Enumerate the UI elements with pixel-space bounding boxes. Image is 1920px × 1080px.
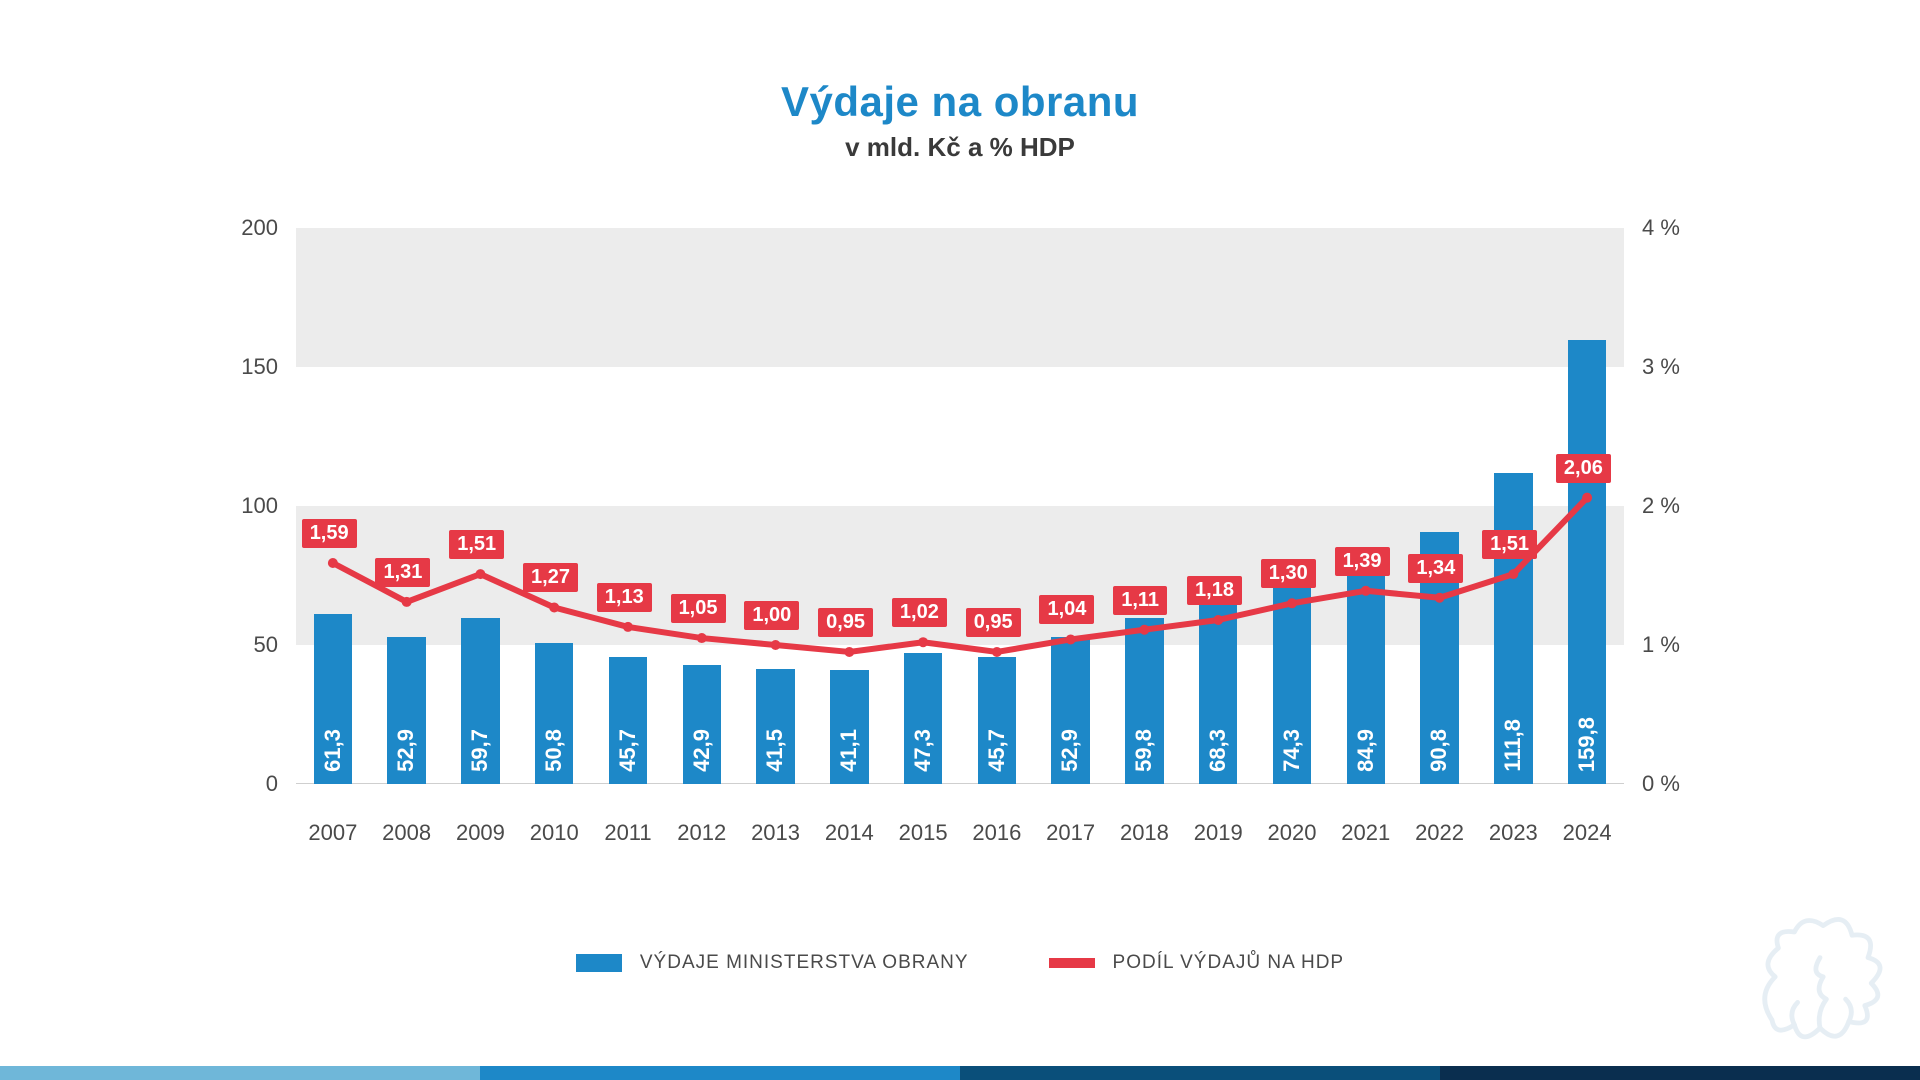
line-value-label: 1,39 (1335, 547, 1390, 576)
line-value-label: 1,30 (1261, 559, 1316, 588)
y-right-tick: 4 % (1642, 215, 1722, 241)
line-value-label: 1,31 (375, 558, 430, 587)
x-category-label: 2013 (739, 820, 813, 846)
x-category-label: 2007 (296, 820, 370, 846)
x-category-label: 2019 (1181, 820, 1255, 846)
x-category-label: 2009 (444, 820, 518, 846)
y-right-tick: 1 % (1642, 632, 1722, 658)
legend-swatch (1049, 958, 1095, 968)
x-category-label: 2024 (1550, 820, 1624, 846)
y-left-tick: 150 (208, 354, 278, 380)
line-value-label: 1,05 (671, 594, 726, 623)
y-right-tick: 3 % (1642, 354, 1722, 380)
line-value-label: 1,13 (597, 583, 652, 612)
footer-stripe (0, 1066, 1920, 1080)
legend-item: VÝDAJE MINISTERSTVA OBRANY (576, 952, 969, 974)
watermark-lion-icon (1740, 900, 1900, 1060)
x-category-label: 2016 (960, 820, 1034, 846)
line-value-label: 1,27 (523, 563, 578, 592)
x-category-label: 2010 (517, 820, 591, 846)
x-category-label: 2011 (591, 820, 665, 846)
chart-area: 0501001502000 %1 %2 %3 %4 %2007200820092… (296, 228, 1624, 784)
legend-swatch (576, 954, 622, 972)
x-category-label: 2018 (1108, 820, 1182, 846)
chart-subtitle: v mld. Kč a % HDP (0, 132, 1920, 163)
line-value-label: 1,02 (892, 598, 947, 627)
footer-stripe-segment (480, 1066, 960, 1080)
y-right-tick: 2 % (1642, 493, 1722, 519)
y-left-tick: 100 (208, 493, 278, 519)
plot-area: 0501001502000 %1 %2 %3 %4 %2007200820092… (296, 228, 1624, 784)
x-category-label: 2023 (1476, 820, 1550, 846)
legend-item: PODÍL VÝDAJŮ NA HDP (1049, 952, 1345, 974)
line-series (296, 228, 1624, 784)
y-right-tick: 0 % (1642, 771, 1722, 797)
line-value-label: 0,95 (818, 608, 873, 637)
x-category-label: 2020 (1255, 820, 1329, 846)
line-value-label: 1,59 (302, 519, 357, 548)
line-value-label: 2,06 (1556, 454, 1611, 483)
legend-label: VÝDAJE MINISTERSTVA OBRANY (640, 952, 969, 974)
line-value-label: 1,18 (1187, 576, 1242, 605)
legend: VÝDAJE MINISTERSTVA OBRANY PODÍL VÝDAJŮ N… (0, 952, 1920, 974)
legend-label: PODÍL VÝDAJŮ NA HDP (1113, 952, 1345, 974)
line-value-label: 1,04 (1039, 595, 1094, 624)
y-left-tick: 0 (208, 771, 278, 797)
x-category-label: 2017 (1034, 820, 1108, 846)
line-value-label: 1,34 (1408, 554, 1463, 583)
x-category-label: 2022 (1403, 820, 1477, 846)
line-value-label: 1,00 (744, 601, 799, 630)
y-left-tick: 200 (208, 215, 278, 241)
footer-stripe-segment (960, 1066, 1440, 1080)
x-category-label: 2021 (1329, 820, 1403, 846)
line-value-label: 1,51 (1482, 530, 1537, 559)
line-value-label: 1,11 (1113, 586, 1167, 615)
chart-title: Výdaje na obranu (0, 78, 1920, 126)
y-left-tick: 50 (208, 632, 278, 658)
footer-stripe-segment (0, 1066, 480, 1080)
footer-stripe-segment (1440, 1066, 1920, 1080)
x-category-label: 2012 (665, 820, 739, 846)
x-category-label: 2014 (812, 820, 886, 846)
x-category-label: 2008 (370, 820, 444, 846)
x-category-label: 2015 (886, 820, 960, 846)
line-value-label: 1,51 (449, 530, 504, 559)
line-value-label: 0,95 (966, 608, 1021, 637)
